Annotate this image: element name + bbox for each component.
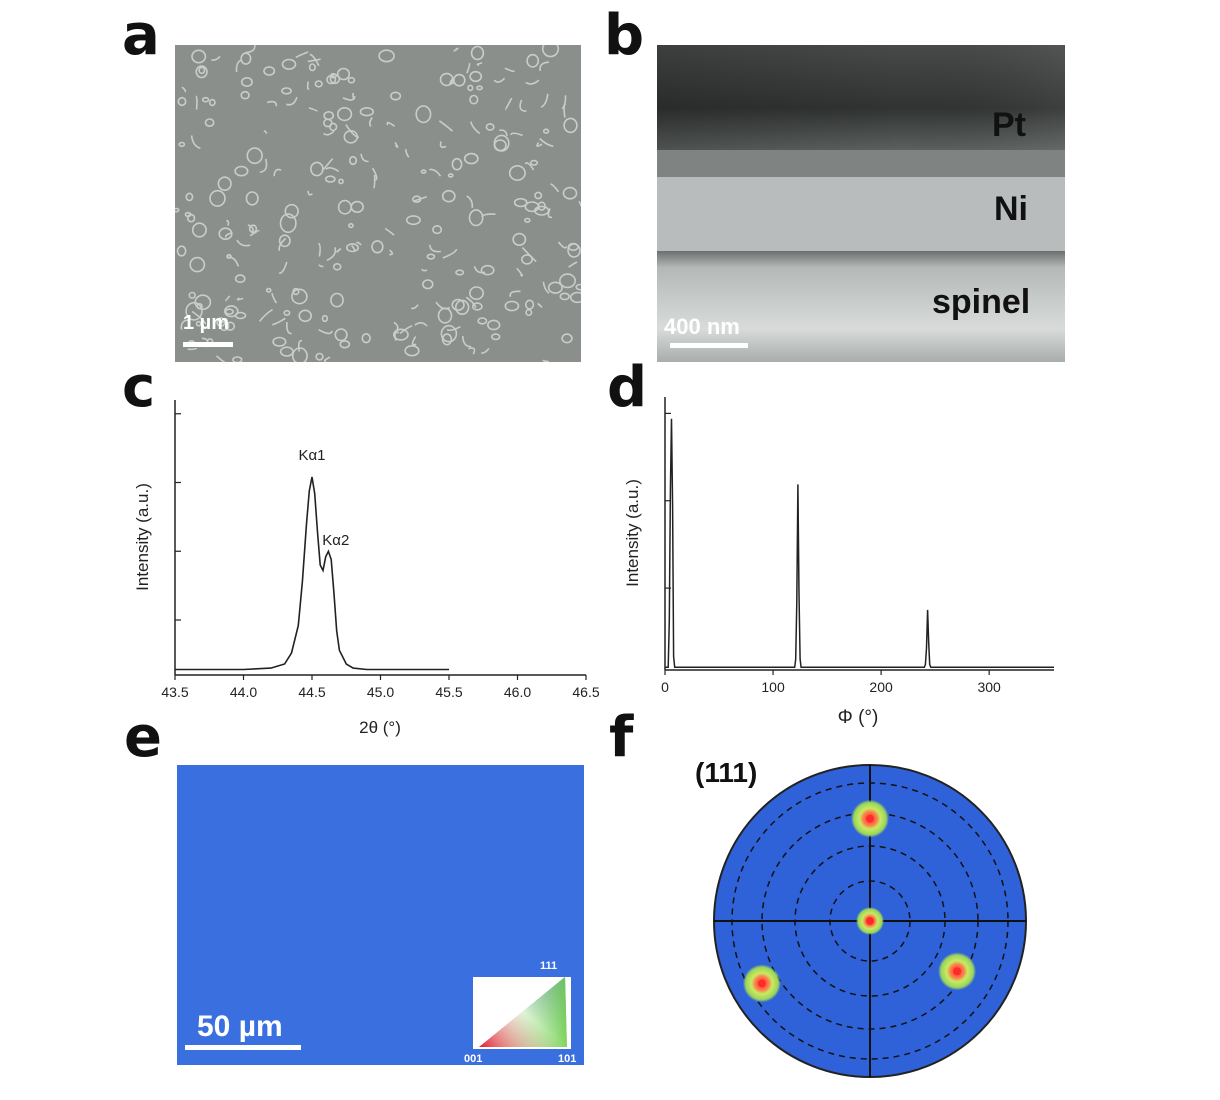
panel-b-tem-image: Pt Ni spinel 400 nm (657, 45, 1065, 362)
x-tick-label-d: 100 (761, 679, 785, 695)
scalebar-b (670, 343, 748, 348)
sem-texture: 1 µm (172, 40, 586, 365)
x-tick-label-d: 200 (869, 679, 893, 695)
x-axis-label-c: 2θ (°) (359, 718, 401, 737)
ipf-label-101: 101 (558, 1053, 576, 1065)
layer-label-ni: Ni (994, 190, 1028, 228)
pole-spot-core-top (866, 814, 874, 823)
x-tick-label-c: 46.0 (504, 684, 531, 700)
pole-spot-core-lower-right (953, 967, 962, 976)
chart-c: 43.5 44.0 44.5 45.0 45.5 46.0 46.5 Kα1 Kα2 2θ … (133, 400, 600, 737)
annotation-ka1: Kα1 (298, 447, 325, 464)
scalebar-e (185, 1045, 301, 1050)
x-tick-label-c: 45.5 (435, 684, 462, 700)
panel-e-ebsd-map: 50 µm 111 001 101 (177, 765, 584, 1065)
scalebar-b-label: 400 nm (664, 314, 740, 339)
series-line-d (665, 418, 1054, 669)
panel-label-f: f (609, 705, 634, 770)
chart-d: 0 100 200 300 Φ (°) Intensity (a.u.) (623, 397, 1054, 728)
x-tick-label-c: 44.5 (298, 684, 325, 700)
pole-figure-title: (111) (695, 757, 757, 788)
x-tick-label-c: 43.5 (161, 684, 188, 700)
pole-spot-core-center (866, 917, 874, 925)
ebsd-map-svg: 50 µm 111 001 101 (177, 765, 584, 1065)
x-axis-label-d: Φ (°) (838, 707, 879, 728)
annotation-ka2: Kα2 (322, 532, 349, 549)
panel-label-a: a (122, 3, 160, 68)
tem-layers: Pt Ni spinel 400 nm (657, 45, 1065, 362)
x-tick-label-c: 44.0 (230, 684, 257, 700)
x-tick-label-c: 46.5 (572, 684, 599, 700)
layer-label-spinel: spinel (932, 283, 1030, 321)
layer-label-pt: Pt (992, 106, 1026, 144)
ipf-label-111: 111 (540, 960, 557, 972)
ipf-label-001: 001 (464, 1053, 482, 1065)
ni-layer (657, 177, 1065, 251)
panel-a-sem-image: 1 µm (172, 40, 586, 365)
panel-label-c: c (122, 355, 156, 420)
y-axis-label-c: Intensity (a.u.) (133, 483, 152, 591)
x-tick-label-d: 0 (661, 679, 669, 695)
series-line-c (175, 476, 449, 671)
panel-label-d: d (607, 355, 648, 420)
panel-label-e: e (124, 705, 162, 770)
scalebar-e-label: 50 µm (197, 1010, 283, 1043)
x-tick-label-c: 45.0 (367, 684, 394, 700)
y-axis-label-d: Intensity (a.u.) (623, 479, 642, 587)
scalebar-a (183, 342, 233, 347)
pole-figure-f: (111) (695, 757, 1027, 1078)
ipf-color-key: 111 001 101 (464, 960, 576, 1065)
x-tick-label-d: 300 (977, 679, 1001, 695)
panel-label-b: b (604, 3, 645, 68)
pole-spot-core-lower-left (757, 979, 766, 988)
scalebar-a-label: 1 µm (183, 312, 229, 334)
interface-layer (657, 150, 1065, 177)
